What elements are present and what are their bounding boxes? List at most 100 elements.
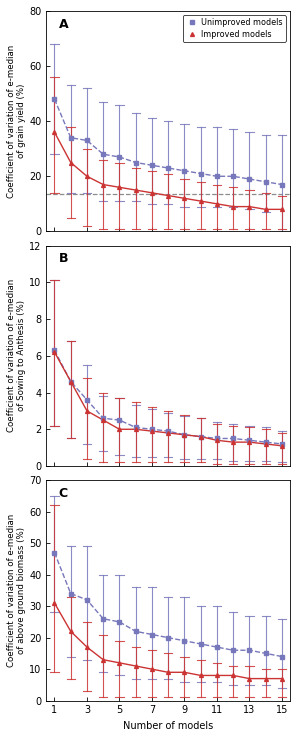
Improved models [199,432,203,441]
Unimproved models [134,423,138,432]
Improved models [53,599,56,607]
Unimproved models [134,627,138,635]
Unimproved models [102,414,105,423]
Improved models [85,407,89,415]
Unimproved models [102,150,105,159]
Unimproved models [231,646,235,655]
Improved models [199,671,203,680]
Improved models [69,158,72,167]
Improved models [264,205,268,214]
Improved models [85,643,89,652]
Unimproved models [264,649,268,658]
Improved models [118,183,121,192]
Unimproved models [199,640,203,649]
Unimproved models [69,134,72,142]
Line: Unimproved models: Unimproved models [53,348,284,446]
Improved models [280,205,284,214]
Improved models [134,186,138,195]
Improved models [85,172,89,181]
Improved models [215,199,219,208]
Improved models [118,658,121,667]
Improved models [248,675,251,683]
Unimproved models [199,432,203,441]
Improved models [264,675,268,683]
Improved models [102,415,105,424]
Unimproved models [118,153,121,162]
Unimproved models [69,377,72,386]
Unimproved models [183,636,186,645]
Unimproved models [231,434,235,443]
Improved models [231,202,235,211]
Improved models [248,438,251,446]
Improved models [53,348,56,356]
Unimproved models [150,425,154,434]
Unimproved models [150,630,154,639]
Unimproved models [264,177,268,186]
Unimproved models [118,415,121,424]
Improved models [166,191,170,200]
Improved models [166,429,170,438]
Line: Improved models: Improved models [53,350,284,448]
Unimproved models [166,427,170,435]
Improved models [183,194,186,203]
Legend: Unimproved models, Improved models: Unimproved models, Improved models [183,15,286,42]
Improved models [134,661,138,670]
Line: Unimproved models: Unimproved models [53,97,284,187]
Unimproved models [166,633,170,642]
Unimproved models [248,646,251,655]
Unimproved models [53,548,56,557]
Improved models [215,671,219,680]
Unimproved models [69,589,72,598]
Unimproved models [134,158,138,167]
Unimproved models [118,618,121,627]
Improved models [215,436,219,445]
Improved models [166,668,170,677]
Text: A: A [59,18,68,30]
Unimproved models [53,94,56,103]
Improved models [102,180,105,189]
Improved models [102,655,105,664]
Improved models [150,665,154,674]
Unimproved models [280,652,284,661]
Unimproved models [183,166,186,175]
Unimproved models [215,172,219,181]
Improved models [280,675,284,683]
Unimproved models [215,434,219,443]
Improved models [280,441,284,450]
Unimproved models [280,180,284,189]
Unimproved models [102,614,105,623]
Improved models [69,377,72,386]
Unimproved models [231,172,235,181]
Unimproved models [85,396,89,404]
Improved models [183,668,186,677]
Improved models [231,671,235,680]
Line: Unimproved models: Unimproved models [53,551,284,658]
Y-axis label: Coefficient of variation of e-median
of above ground biomass (%): Coefficient of variation of e-median of … [7,514,26,667]
Unimproved models [183,430,186,439]
Unimproved models [248,175,251,184]
Improved models [199,196,203,205]
Unimproved models [248,436,251,445]
Unimproved models [85,596,89,604]
Improved models [69,627,72,635]
Unimproved models [85,136,89,145]
Y-axis label: Coefficient of variation of e-median
of Sowing to Anthesis (%): Coefficient of variation of e-median of … [7,279,26,432]
Improved models [183,430,186,439]
Unimproved models [166,164,170,173]
Line: Improved models: Improved models [53,601,284,680]
Unimproved models [264,438,268,446]
Line: Improved models: Improved models [53,130,284,211]
Improved models [134,425,138,434]
Y-axis label: Coefficient of variation of e-median
of grain yield (%): Coefficient of variation of e-median of … [7,44,26,198]
Improved models [150,188,154,197]
Unimproved models [215,643,219,652]
Improved models [118,425,121,434]
Improved models [264,440,268,449]
Text: B: B [59,252,68,265]
Unimproved models [150,161,154,170]
Unimproved models [280,440,284,449]
Text: C: C [59,487,68,500]
Improved models [150,427,154,435]
Unimproved models [199,169,203,178]
Improved models [53,128,56,137]
